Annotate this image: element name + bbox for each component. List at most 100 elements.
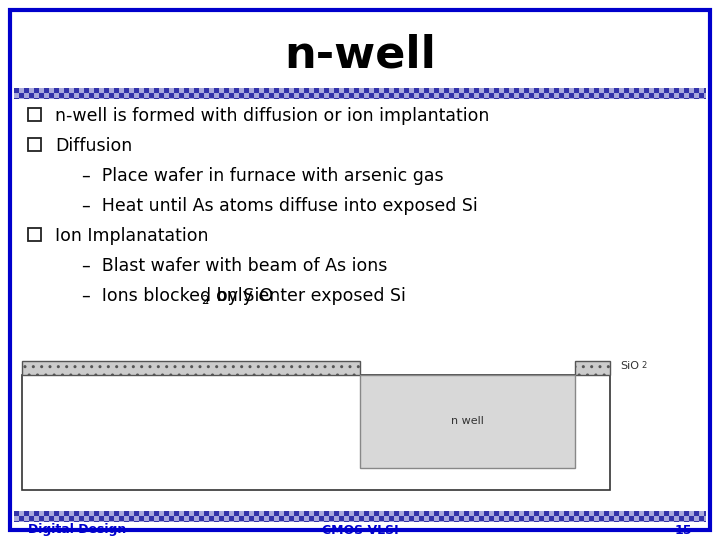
Bar (99, 516, 104, 521)
Text: –  Heat until As atoms diffuse into exposed Si: – Heat until As atoms diffuse into expos… (82, 197, 478, 215)
Bar (234, 521, 239, 522)
Bar (589, 93, 594, 98)
Bar (694, 88, 699, 93)
Bar (89, 93, 94, 98)
Bar (84, 98, 89, 99)
Bar (394, 521, 399, 522)
Bar (214, 521, 219, 522)
Bar (444, 88, 449, 93)
Text: , only enter exposed Si: , only enter exposed Si (205, 287, 406, 305)
Bar (614, 98, 619, 99)
Bar (564, 511, 569, 516)
Bar (704, 98, 706, 99)
Bar (464, 521, 469, 522)
Bar (514, 88, 519, 93)
Bar (634, 98, 639, 99)
Bar (274, 521, 279, 522)
Bar (384, 88, 389, 93)
Bar (624, 98, 629, 99)
Bar (524, 88, 529, 93)
Bar (574, 98, 579, 99)
Bar (644, 88, 649, 93)
Bar (534, 521, 539, 522)
Bar (199, 93, 204, 98)
Bar (114, 98, 119, 99)
Bar (449, 516, 454, 521)
Bar (374, 88, 379, 93)
Text: –  Place wafer in furnace with arsenic gas: – Place wafer in furnace with arsenic ga… (82, 167, 444, 185)
Bar (84, 521, 89, 522)
Bar (304, 98, 309, 99)
Bar (274, 98, 279, 99)
Bar (669, 93, 674, 98)
Bar (49, 93, 54, 98)
Bar (204, 511, 209, 516)
Bar (534, 98, 539, 99)
Bar (324, 521, 329, 522)
Bar (294, 511, 299, 516)
Bar (604, 88, 609, 93)
Bar (664, 511, 669, 516)
Bar (384, 521, 389, 522)
Bar (379, 93, 384, 98)
Bar (424, 511, 429, 516)
Bar (614, 521, 619, 522)
Bar (364, 511, 369, 516)
Bar (469, 93, 474, 98)
Bar (699, 93, 704, 98)
Bar (154, 98, 159, 99)
Bar (499, 516, 504, 521)
Bar (704, 511, 706, 516)
Text: Diffusion: Diffusion (55, 137, 132, 155)
Bar (339, 93, 344, 98)
Bar (659, 93, 664, 98)
Bar (184, 521, 189, 522)
Bar (514, 98, 519, 99)
Bar (584, 511, 589, 516)
Bar (264, 88, 269, 93)
Bar (154, 88, 159, 93)
Bar (334, 88, 339, 93)
Bar (119, 516, 124, 521)
Bar (609, 516, 614, 521)
Bar (14, 88, 19, 93)
Bar (264, 511, 269, 516)
Bar (504, 98, 509, 99)
Bar (124, 511, 129, 516)
Bar (664, 88, 669, 93)
Bar (179, 516, 184, 521)
Bar (694, 98, 699, 99)
Bar (409, 516, 414, 521)
Bar (214, 511, 219, 516)
Bar (139, 516, 144, 521)
Bar (94, 98, 99, 99)
Bar (474, 98, 479, 99)
Bar (14, 88, 706, 99)
Bar (229, 93, 234, 98)
Bar (294, 521, 299, 522)
Bar (549, 93, 554, 98)
Bar (14, 98, 19, 99)
Bar (314, 88, 319, 93)
Bar (594, 98, 599, 99)
Bar (184, 511, 189, 516)
Bar (289, 93, 294, 98)
Bar (454, 511, 459, 516)
Bar (44, 98, 49, 99)
Bar (289, 516, 294, 521)
Bar (379, 516, 384, 521)
Bar (464, 511, 469, 516)
Bar (349, 516, 354, 521)
Bar (439, 516, 444, 521)
Bar (24, 98, 29, 99)
Bar (154, 511, 159, 516)
Text: Digital Design: Digital Design (28, 523, 126, 537)
Bar (509, 93, 514, 98)
Bar (259, 93, 264, 98)
Bar (504, 88, 509, 93)
Bar (149, 93, 154, 98)
Bar (244, 88, 249, 93)
Bar (479, 93, 484, 98)
Bar (389, 516, 394, 521)
Bar (39, 93, 44, 98)
